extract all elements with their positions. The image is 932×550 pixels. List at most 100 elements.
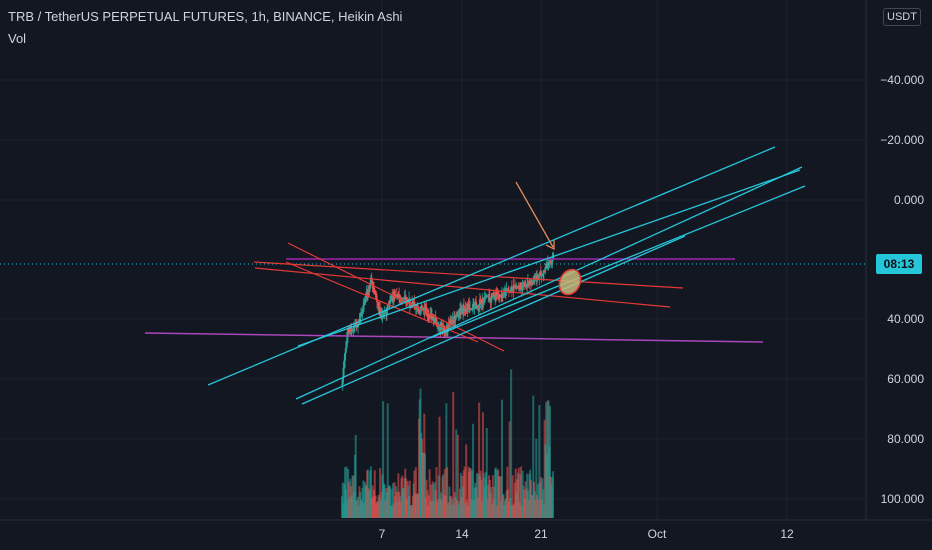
candle-body [379, 307, 382, 317]
volume-bar [408, 480, 411, 518]
volume-bar [498, 476, 501, 518]
volume-bar [392, 483, 395, 518]
candle-body [344, 348, 347, 354]
volume-bar [463, 466, 466, 518]
candle-body [348, 331, 351, 334]
volume-bar [510, 369, 513, 518]
volume-bar [465, 444, 468, 518]
candle-body [374, 291, 377, 294]
candle-body [548, 263, 551, 265]
candle-body [520, 282, 523, 290]
candle-body [341, 384, 343, 386]
currency-selector[interactable]: USDT [883, 8, 921, 26]
candle-body [454, 315, 457, 321]
candle-body [405, 299, 408, 302]
volume-bar [549, 405, 551, 518]
candle-body [458, 310, 461, 316]
candle-body [461, 313, 464, 315]
candle-body [503, 293, 506, 295]
cyan-channel-line-5[interactable] [429, 185, 806, 339]
highlight-ellipse[interactable] [555, 266, 584, 298]
candle-body [368, 288, 371, 292]
candle-body [516, 287, 519, 289]
volume-bar [424, 453, 427, 518]
candle-body [424, 308, 427, 313]
time-tick-label: Oct [647, 527, 667, 541]
volume-bar [469, 468, 472, 518]
volume-bar [446, 467, 449, 518]
candle-body [539, 271, 542, 276]
volume-bar [435, 467, 438, 518]
candle-body [460, 307, 463, 314]
candle-body [475, 301, 478, 309]
candle-body [478, 299, 481, 309]
candle-body [389, 296, 392, 300]
chart-title: TRB / TetherUS PERPETUAL FUTURES, 1h, BI… [8, 9, 403, 24]
red-trendline-2[interactable] [285, 261, 479, 343]
candle-body [517, 287, 520, 289]
candle-body [362, 305, 365, 309]
price-tick-label: 40.000 [887, 312, 924, 326]
candle-body [466, 303, 469, 312]
candle-body [343, 360, 346, 369]
candle-body [544, 267, 547, 271]
candle-body [484, 297, 487, 299]
candle-body [425, 308, 428, 315]
volume-bar [552, 471, 555, 518]
candle-body [420, 306, 423, 312]
cyan-channel-line-3[interactable] [301, 235, 686, 405]
volume-bar [494, 467, 497, 518]
candle-body [468, 303, 471, 310]
candle-body [494, 296, 497, 301]
candle-body [502, 294, 505, 298]
candle-body [514, 286, 517, 289]
volume-bar [379, 468, 382, 518]
candle-body [543, 270, 546, 272]
time-tick-label: 21 [534, 527, 548, 541]
candle-body [483, 298, 486, 301]
candle-body [398, 294, 401, 299]
red-trendline-4[interactable] [254, 267, 671, 308]
volume-bar [485, 427, 488, 518]
candle-body [521, 284, 524, 291]
drawing-tools[interactable] [0, 146, 866, 405]
candle-body [345, 343, 348, 349]
volume-bar [456, 434, 459, 518]
candle-body [537, 277, 540, 279]
volume-bar [478, 402, 481, 518]
candle-body [495, 291, 498, 295]
candle-body [456, 314, 459, 316]
orange-arrow[interactable] [515, 181, 555, 251]
volume-bar [538, 405, 541, 518]
time-tick-label: 14 [455, 527, 469, 541]
price-tick-label: 60.000 [887, 372, 924, 386]
cyan-channel-line-2[interactable] [297, 169, 801, 347]
candle-body [391, 295, 394, 302]
candle-body [364, 297, 367, 299]
cyan-channel-line-4[interactable] [295, 166, 803, 400]
candle-body [497, 294, 500, 297]
candle-body [492, 293, 495, 297]
candle-body [485, 296, 487, 298]
candle-body [377, 302, 380, 311]
candle-body [431, 313, 434, 320]
cyan-channel-line-1[interactable] [207, 146, 776, 386]
time-tick-label: 12 [780, 527, 794, 541]
candle-body [530, 281, 533, 286]
candle-body [435, 318, 438, 326]
volume-bar [472, 423, 475, 518]
volume-bar [382, 401, 385, 518]
red-trendline-1[interactable] [287, 242, 505, 352]
volume-bar [501, 399, 503, 518]
candle-body [392, 300, 395, 302]
candle-body [523, 281, 526, 284]
volume-bar [490, 487, 493, 518]
candle-body [505, 288, 508, 293]
price-tick-label: 0.000 [893, 193, 924, 207]
candle-body [353, 326, 356, 331]
candle-body [488, 295, 491, 297]
volume-bar [475, 473, 478, 518]
candle-body [542, 270, 545, 274]
candle-body [471, 308, 474, 310]
